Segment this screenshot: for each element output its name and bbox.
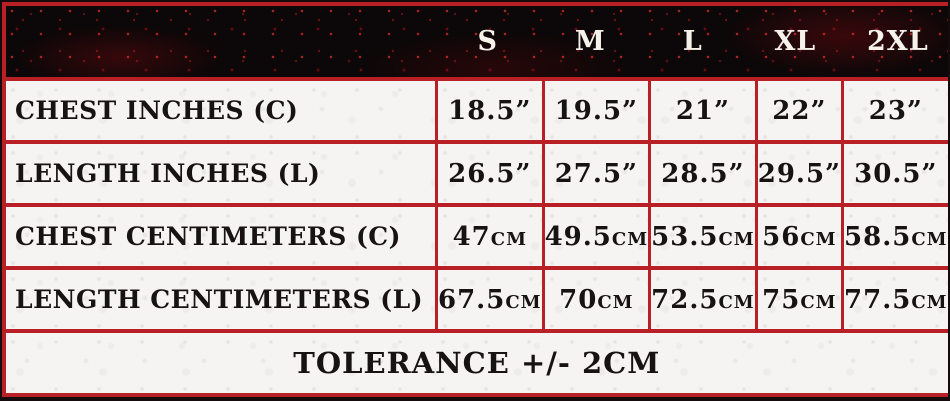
value-cell: 49.5cm (544, 207, 649, 266)
value-cell: 21” (651, 81, 755, 140)
value-cell: 77.5cm (844, 270, 948, 329)
size-col-2xl: 2XL (866, 26, 929, 57)
size-col-m: M (574, 26, 606, 57)
value-cell: 70cm (544, 270, 649, 329)
row-label-chest-centimeters: CHEST CENTIMETERS (C) (6, 207, 435, 266)
row-label-chest-inches: CHEST INCHES (C) (6, 81, 435, 140)
value-cell: 18.5” (438, 81, 542, 140)
row-label-length-centimeters: LENGTH CENTIMETERS (L) (6, 270, 435, 329)
value-cell: 28.5” (651, 144, 755, 203)
value-cell: 47cm (438, 207, 542, 266)
value-cell: 75cm (757, 270, 842, 329)
tolerance-note: TOLERANCE +/- 2CM (6, 333, 948, 393)
value-cell: 53.5cm (651, 207, 755, 266)
value-cell: 67.5cm (438, 270, 542, 329)
row-label-length-inches: LENGTH INCHES (L) (6, 144, 435, 203)
size-header-row: S M L XL 2XL (6, 6, 948, 77)
value-cell: 56cm (757, 207, 842, 266)
value-cell: 27.5” (544, 144, 649, 203)
value-cell: 58.5cm (844, 207, 948, 266)
value-cell: 19.5” (544, 81, 649, 140)
size-col-xl: XL (774, 26, 817, 57)
value-cell: 26.5” (438, 144, 542, 203)
value-cell: 30.5” (844, 144, 948, 203)
size-col-l: L (682, 26, 703, 57)
value-cell: 22” (757, 81, 842, 140)
size-col-s: S (477, 26, 498, 57)
value-cell: 23” (844, 81, 948, 140)
value-cell: 29.5” (757, 144, 842, 203)
value-cell: 72.5cm (651, 270, 755, 329)
